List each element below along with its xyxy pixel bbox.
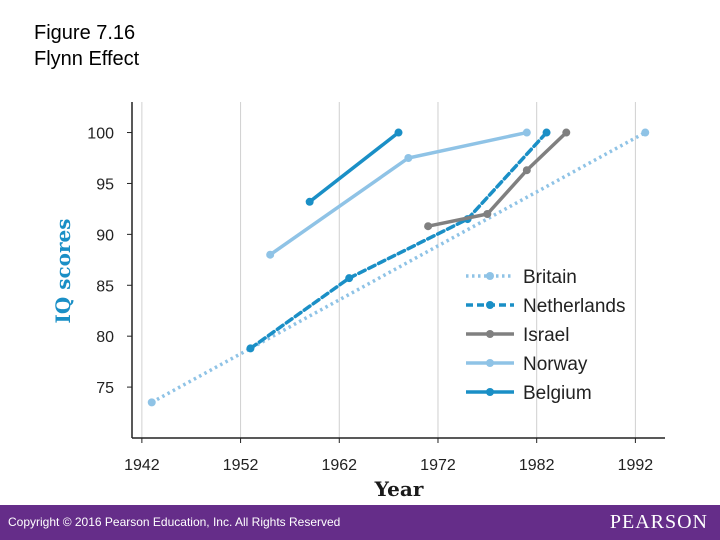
legend-label-belgium: Belgium [523, 383, 592, 404]
legend-label-netherlands: Netherlands [523, 296, 625, 317]
legend-label-britain: Britain [523, 267, 577, 288]
x-axis-label: Year [374, 477, 424, 501]
legend-marker-norway [486, 359, 494, 367]
flynn-effect-chart: 75 80 85 90 95 100 1942 1952 1962 1972 1982 1992 B… [51, 102, 665, 501]
point-britain-1993 [641, 128, 650, 137]
legend: Britain Netherlands Israel Norway Belgium [466, 267, 625, 404]
point-belgium-1959 [305, 197, 314, 206]
y-tick-label-85: 85 [96, 278, 114, 295]
grid-lines [141, 102, 636, 438]
point-israel-1971 [424, 222, 433, 231]
x-tick-label-1942: 1942 [124, 457, 160, 474]
point-norway-1969 [404, 154, 413, 162]
y-tick-label-95: 95 [96, 176, 114, 193]
legend-marker-netherlands [486, 301, 494, 309]
x-tick-label-1982: 1982 [519, 457, 555, 474]
point-netherlands-1953 [246, 344, 255, 353]
y-tick-label-80: 80 [96, 329, 114, 346]
legend-marker-belgium [486, 388, 494, 396]
point-israel-1977 [483, 210, 492, 218]
point-israel-1985 [562, 128, 571, 137]
figure-title: Figure 7.16 Flynn Effect [34, 20, 139, 72]
point-britain-1943 [147, 398, 156, 407]
figure-subtitle: Flynn Effect [34, 48, 140, 70]
series-line-norway [268, 130, 529, 257]
series-line-belgium [307, 130, 401, 204]
x-tick-label-1972: 1972 [420, 457, 456, 474]
x-tick-label-1952: 1952 [223, 457, 259, 474]
point-netherlands-1963 [345, 274, 354, 283]
series-line-israel [426, 130, 569, 228]
legend-marker-israel [486, 330, 494, 338]
pearson-logo: PEARSON [609, 511, 708, 533]
legend-marker-britain [486, 272, 494, 280]
point-israel-1981 [522, 166, 531, 175]
legend-label-norway: Norway [523, 354, 588, 375]
y-tick-label-100: 100 [87, 126, 114, 143]
point-norway-1981 [522, 128, 531, 137]
point-norway-1955 [266, 250, 275, 259]
y-tick-labels: 75 80 85 90 95 100 [87, 126, 114, 398]
copyright-notice: Copyright © 2016 Pearson Education, Inc.… [8, 515, 341, 529]
y-tick-label-90: 90 [96, 227, 114, 244]
figure-number: Figure 7.16 [34, 22, 136, 44]
y-tick-label-75: 75 [96, 380, 114, 397]
x-tick-label-1992: 1992 [618, 457, 654, 474]
series-lines [147, 128, 650, 407]
series-line-britain [150, 131, 647, 404]
point-netherlands-1983 [542, 128, 551, 137]
point-belgium-1968 [394, 128, 403, 137]
footer-bar: Copyright © 2016 Pearson Education, Inc.… [0, 505, 720, 540]
axes [127, 102, 665, 443]
series-line-netherlands [248, 130, 549, 351]
x-tick-label-1962: 1962 [321, 457, 357, 474]
y-axis-label: IQ scores [51, 218, 75, 323]
legend-label-israel: Israel [523, 325, 569, 346]
x-tick-labels: 1942 1952 1962 1972 1982 1992 [124, 457, 653, 474]
